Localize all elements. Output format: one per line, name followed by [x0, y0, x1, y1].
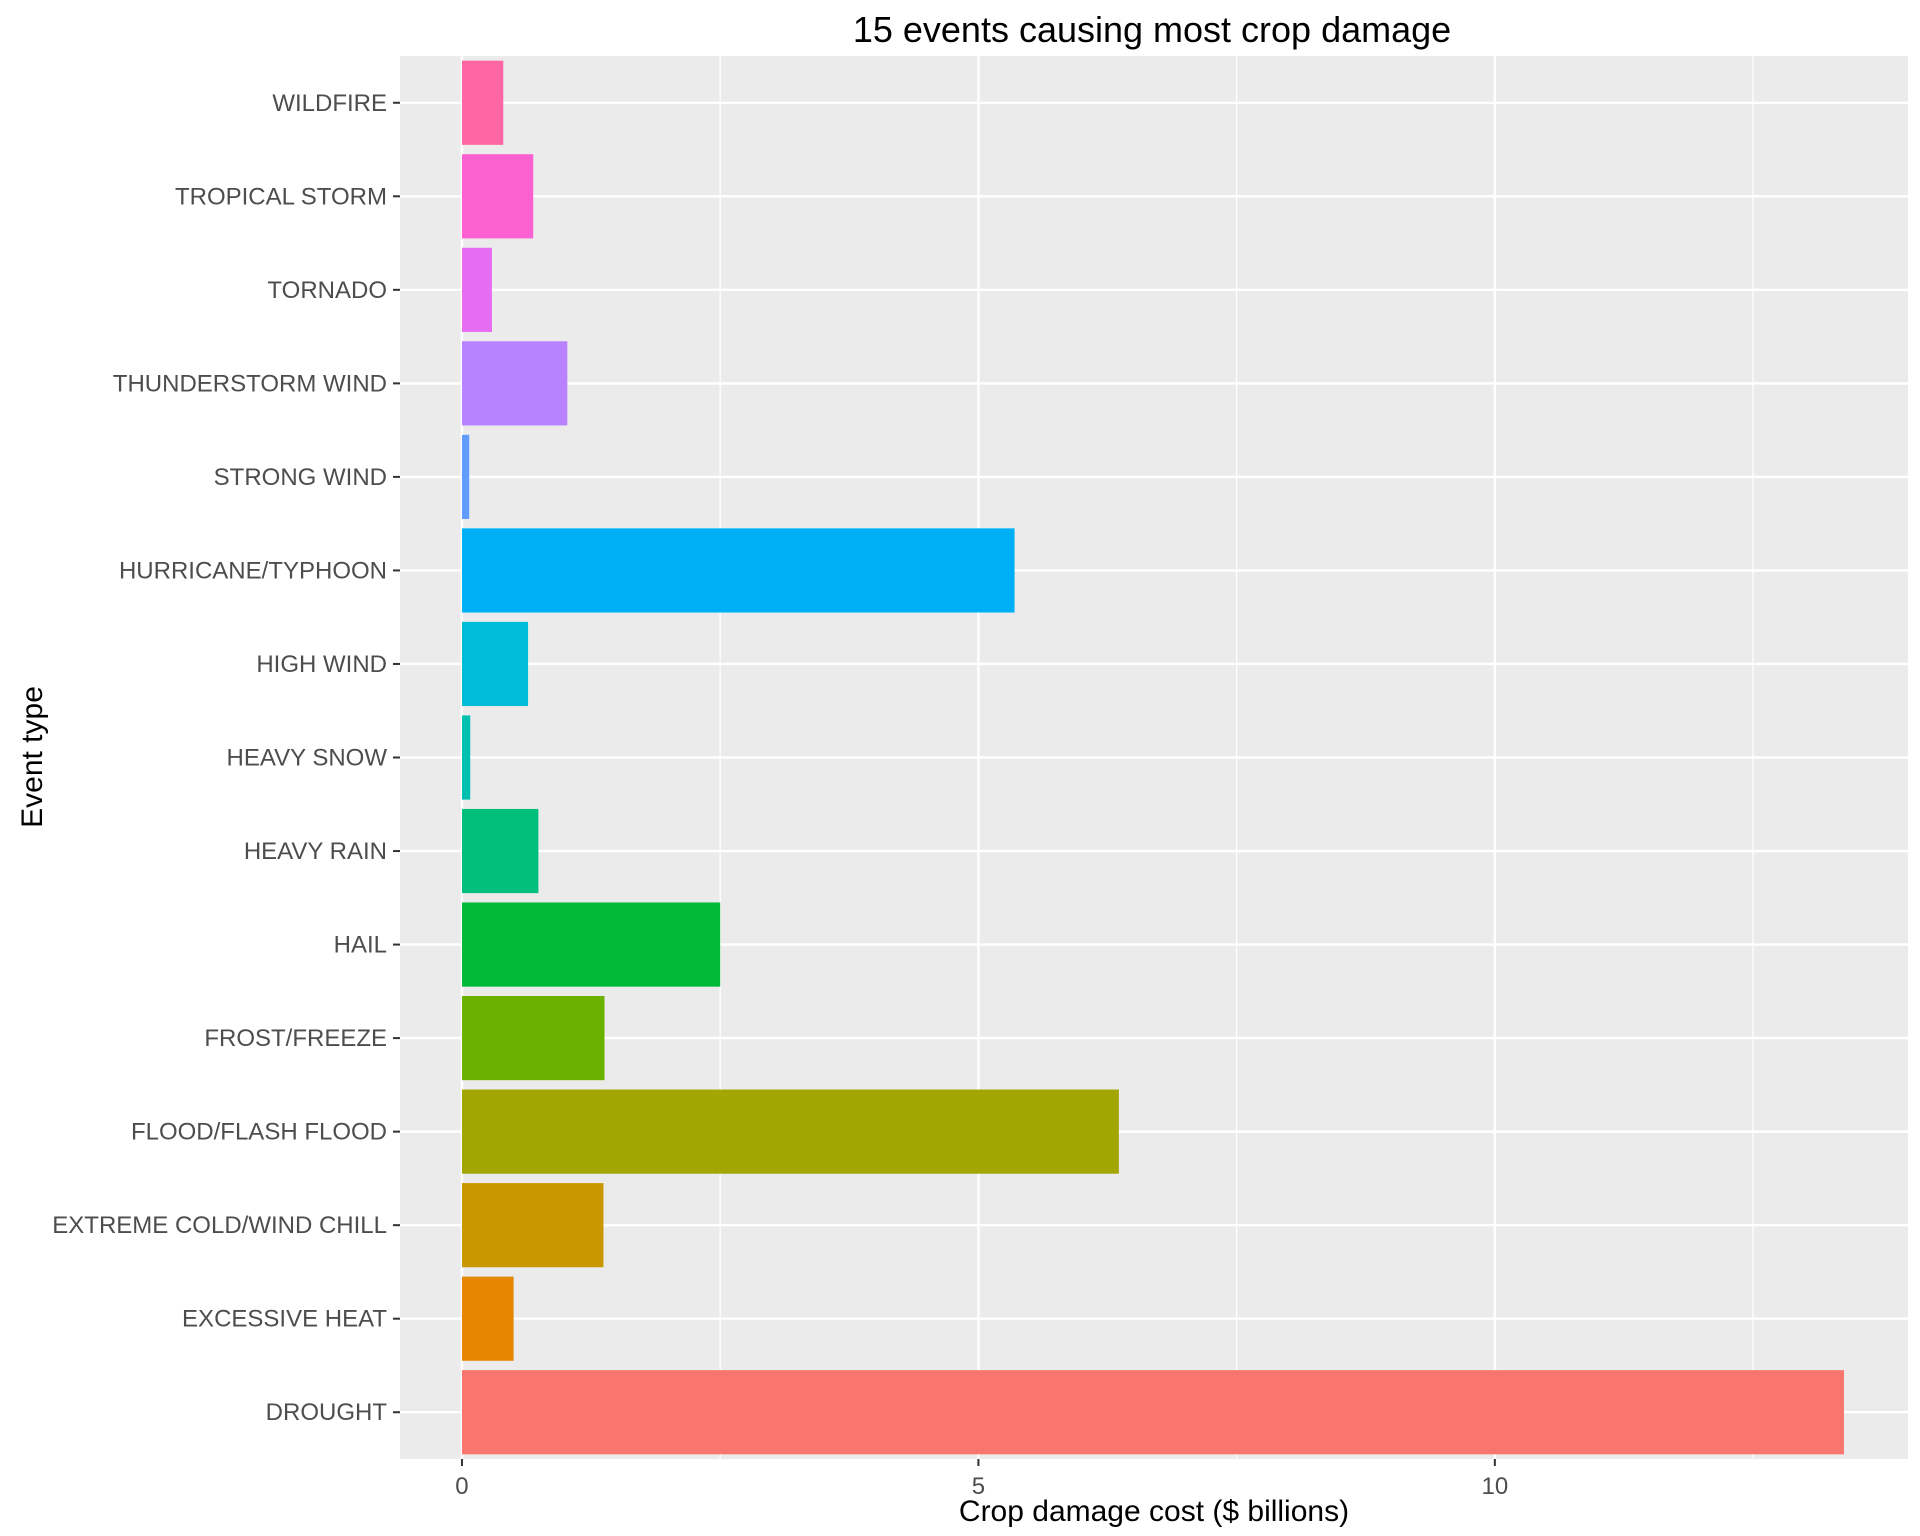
- y-axis-title: Event type: [16, 686, 49, 828]
- y-tick-label: DROUGHT: [266, 1399, 388, 1426]
- chart-title: 15 events causing most crop damage: [853, 9, 1451, 50]
- y-axis: DROUGHT EXCESSIVE HEAT EXTREME COLD/WIND C…: [52, 90, 400, 1426]
- bar-drought: [461, 1370, 1844, 1455]
- bar-frost-freeze: [461, 996, 605, 1081]
- bar-heavy-snow: [461, 715, 471, 800]
- bar-high-wind: [461, 621, 529, 707]
- y-tick-label: STRONG WIND: [214, 464, 387, 491]
- y-tick-label: HURRICANE/TYPHOON: [119, 557, 387, 584]
- y-tick-label: TORNADO: [267, 277, 387, 304]
- y-tick-label: TROPICAL STORM: [175, 183, 387, 210]
- x-tick-label: 5: [972, 1473, 985, 1500]
- bar-extreme-cold-wind-chill: [461, 1183, 604, 1268]
- bar-thunderstorm-wind: [461, 341, 568, 426]
- bar-flood-flash-flood: [461, 1089, 1119, 1174]
- bar-heavy-rain: [461, 808, 539, 894]
- bar-tornado: [461, 247, 492, 332]
- y-tick-label: HEAVY SNOW: [227, 745, 388, 772]
- bar-tropical-storm: [461, 154, 534, 239]
- bar-hurricane-typhoon: [461, 528, 1015, 613]
- y-tick-label: FROST/FREEZE: [204, 1025, 387, 1052]
- x-tick-label: 0: [455, 1473, 468, 1500]
- y-tick-label: WILDFIRE: [272, 90, 387, 117]
- bar-excessive-heat: [461, 1276, 514, 1361]
- bar-strong-wind: [461, 434, 470, 519]
- y-tick-label: FLOOD/FLASH FLOOD: [131, 1119, 387, 1146]
- gridlines: [400, 56, 1908, 1459]
- bars: [461, 60, 1844, 1455]
- x-axis: 0 5 10: [455, 1459, 1508, 1500]
- y-tick-label: EXCESSIVE HEAT: [182, 1306, 387, 1333]
- y-tick-label: HIGH WIND: [256, 651, 387, 678]
- x-tick-label: 10: [1481, 1473, 1508, 1500]
- y-tick-label: HEAVY RAIN: [244, 838, 387, 865]
- y-tick-label: EXTREME COLD/WIND CHILL: [52, 1212, 387, 1239]
- bar-wildfire: [461, 60, 504, 145]
- y-tick-label: THUNDERSTORM WIND: [113, 370, 387, 397]
- x-axis-title: Crop damage cost ($ billions): [959, 1495, 1349, 1528]
- y-tick-label: HAIL: [334, 932, 387, 959]
- bar-hail: [461, 902, 721, 987]
